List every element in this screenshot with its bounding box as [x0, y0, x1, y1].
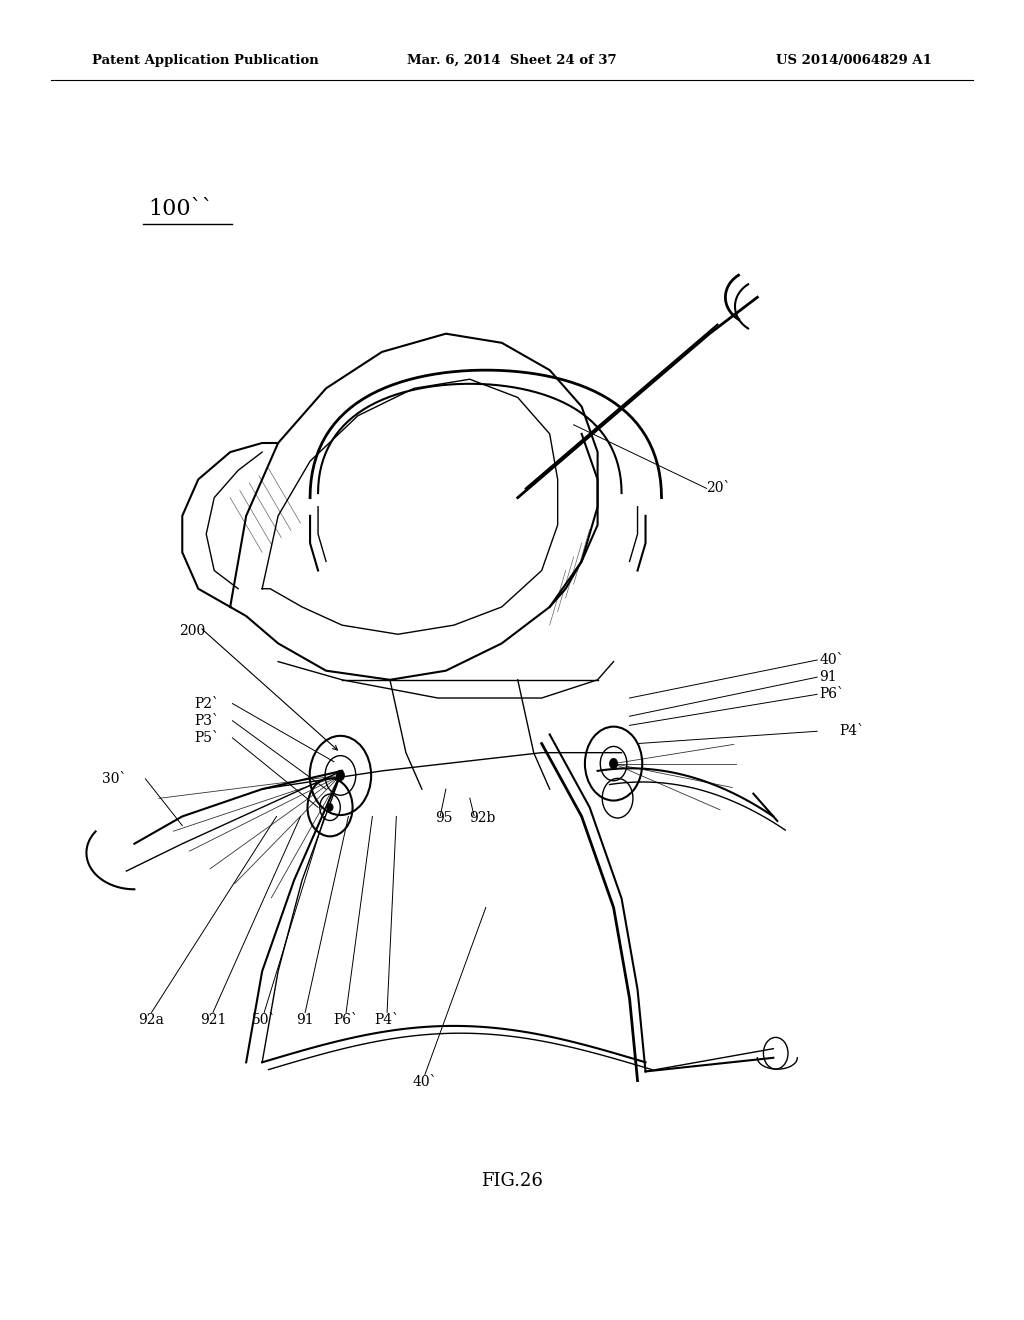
Text: 91: 91: [819, 671, 837, 684]
Text: 92b: 92b: [469, 812, 496, 825]
Text: 30`: 30`: [102, 772, 127, 785]
Text: 100``: 100``: [148, 198, 213, 219]
Circle shape: [609, 758, 617, 768]
Text: P2`: P2`: [195, 697, 219, 710]
Text: 92a: 92a: [138, 1014, 165, 1027]
Text: P4`: P4`: [375, 1014, 399, 1027]
Text: P6`: P6`: [334, 1014, 358, 1027]
Text: 91: 91: [296, 1014, 314, 1027]
Text: 40`: 40`: [413, 1076, 437, 1089]
Text: FIG.26: FIG.26: [481, 1172, 543, 1191]
Text: 200: 200: [179, 624, 206, 638]
Text: 95: 95: [435, 812, 453, 825]
Text: 40`: 40`: [819, 653, 844, 667]
Circle shape: [327, 804, 333, 812]
Text: Mar. 6, 2014  Sheet 24 of 37: Mar. 6, 2014 Sheet 24 of 37: [408, 54, 616, 66]
Text: 20`: 20`: [707, 482, 731, 495]
Text: Patent Application Publication: Patent Application Publication: [92, 54, 318, 66]
Text: 921: 921: [200, 1014, 226, 1027]
Text: P4`: P4`: [840, 725, 865, 738]
Text: P5`: P5`: [195, 731, 219, 744]
Text: 50`: 50`: [252, 1014, 276, 1027]
Text: P6`: P6`: [819, 688, 844, 701]
Circle shape: [336, 770, 344, 780]
Text: US 2014/0064829 A1: US 2014/0064829 A1: [776, 54, 932, 66]
Text: P3`: P3`: [195, 714, 219, 727]
